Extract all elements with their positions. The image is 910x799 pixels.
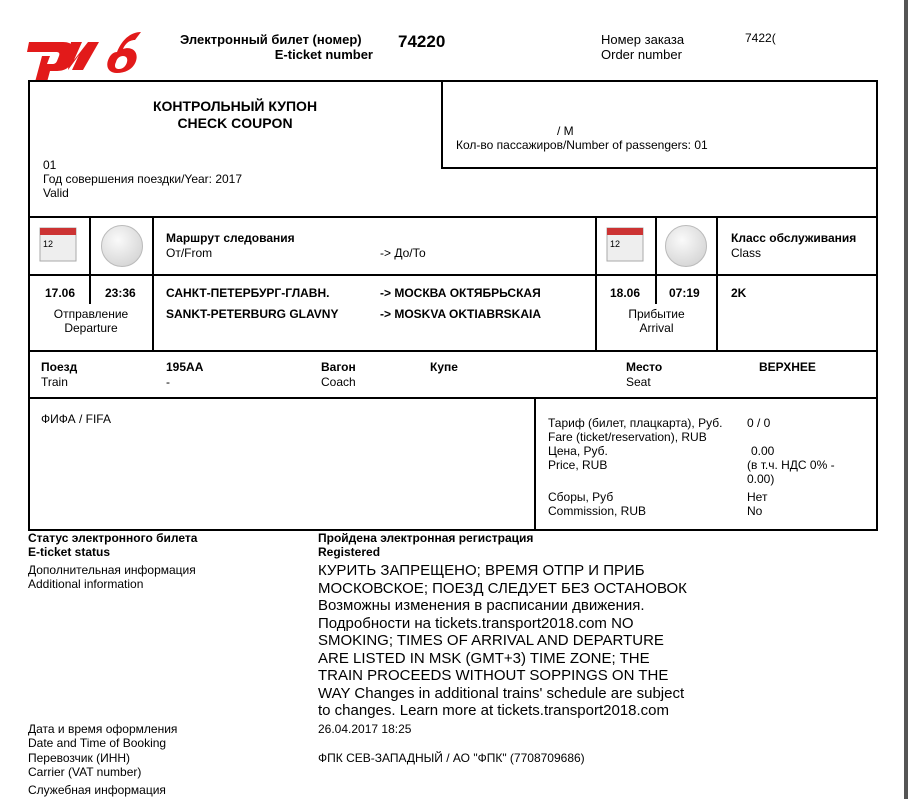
fees-label-en: Commission, RUB <box>548 504 647 518</box>
coach-label-en: Coach <box>321 375 356 389</box>
status-value-en: Registered <box>318 545 381 559</box>
rzd-logo <box>27 32 141 82</box>
additional-line: WAY Changes in additional trains' schedu… <box>318 684 685 702</box>
additional-line: to changes. Learn more at tickets.transp… <box>318 702 670 719</box>
scrollbar[interactable] <box>904 0 908 799</box>
svg-text:12: 12 <box>43 239 53 249</box>
price-value: 0.00 <box>751 444 775 458</box>
to-station-en: -> MOSKVA OKTIABRSKAIA <box>380 307 542 321</box>
vat-line-2: 0.00) <box>747 472 775 486</box>
train-number: 195AA <box>166 360 204 374</box>
additional-line: Подробности на tickets.transport2018.com… <box>318 614 634 632</box>
coupon-title-en: CHECK COUPON <box>177 115 293 131</box>
price-label-ru: Цена, Руб. <box>548 444 608 458</box>
passenger-code: 01 <box>43 158 57 172</box>
order-label-en: Order number <box>601 47 682 62</box>
class-value: 2K <box>731 286 747 300</box>
departure-label-ru: Отправление <box>53 307 129 321</box>
clock-icon <box>101 225 143 267</box>
train-label-en: Train <box>41 375 68 389</box>
from-station-ru: САНКТ-ПЕТЕРБУРГ-ГЛАВН. <box>166 286 330 300</box>
service-info-label: Служебная информация <box>28 783 166 797</box>
validity: Valid <box>43 186 69 200</box>
to-station-ru: -> МОСКВА ОКТЯБРЬСКАЯ <box>380 286 541 300</box>
eticket-label-en: E-ticket number <box>274 47 373 62</box>
clock-icon <box>665 225 707 267</box>
additional-line: Возможны изменения в расписании движения… <box>318 597 645 614</box>
passenger-count: Кол-во пассажиров/Number of passengers: … <box>456 138 708 152</box>
additional-info: КУРИТЬ ЗАПРЕЩЕНО; ВРЕМЯ ОТПР И ПРИБ МОСК… <box>318 562 687 720</box>
status-value-ru: Пройдена электронная регистрация <box>318 531 534 545</box>
eticket-label-ru: Электронный билет (номер) <box>180 32 362 47</box>
tariff-label-en: Fare (ticket/reservation), RUB <box>548 430 707 444</box>
eticket-number: 74220 <box>398 32 446 51</box>
seat-label-ru: Место <box>626 360 663 374</box>
carrier-label-en: Carrier (VAT number) <box>28 765 142 779</box>
additional-line: SMOKING; TIMES OF ARRIVAL AND DEPARTURE <box>318 632 664 649</box>
from-station-en: SANKT-PETERBURG GLAVNY <box>166 307 339 321</box>
arrival-label-en: Arrival <box>639 321 674 335</box>
vat-line-1: (в т.ч. НДС 0% - <box>747 458 835 472</box>
additional-line: ARE LISTED IN MSK (GMT+3) TIME ZONE; THE <box>318 649 650 667</box>
calendar-icon: 12 <box>606 227 644 262</box>
carrier-label-ru: Перевозчик (ИНН) <box>28 751 131 765</box>
gender: / M <box>557 124 574 138</box>
additional-line: TRAIN PROCEEDS WITHOUT SOPPINGS ON THE <box>318 667 669 684</box>
booking-label-ru: Дата и время оформления <box>28 722 178 736</box>
arrival-date: 18.06 <box>610 286 641 300</box>
price-label-en: Price, RUB <box>548 458 608 472</box>
additional-line: МОСКОВСКОЕ; ПОЕЗД СЛЕДУЕТ БЕЗ ОСТАНОВОК <box>318 579 687 597</box>
seat-label-en: Seat <box>626 375 651 389</box>
additional-label-en: Additional information <box>28 577 144 591</box>
fees-label-ru: Сборы, Руб <box>548 490 614 504</box>
arrival-label-ru: Прибытие <box>628 307 685 321</box>
event-label: ФИФА / FIFA <box>41 412 111 426</box>
tariff-value: 0 / 0 <box>747 416 771 430</box>
departure-time: 23:36 <box>105 286 136 300</box>
order-number: 7422( <box>745 31 776 45</box>
tariff-label-ru: Тариф (билет, плацкарта), Руб. <box>548 416 723 430</box>
coupon-title-ru: КОНТРОЛЬНЫЙ КУПОН <box>152 98 318 114</box>
coach-label-ru: Вагон <box>321 360 356 374</box>
calendar-icon: 12 <box>39 227 77 262</box>
additional-label-ru: Дополнительная информация <box>28 563 196 577</box>
train-label-ru: Поезд <box>41 360 78 374</box>
status-label-ru: Статус электронного билета <box>28 531 198 545</box>
to-label: -> До/То <box>380 246 426 260</box>
svg-text:12: 12 <box>610 239 620 249</box>
booking-value: 26.04.2017 18:25 <box>318 722 412 736</box>
fees-value-ru: Нет <box>747 490 768 504</box>
trip-year: Год совершения поездки/Year: 2017 <box>43 172 243 186</box>
class-label-ru: Класс обслуживания <box>731 231 857 245</box>
departure-label-en: Departure <box>64 321 118 335</box>
coach-type: Купе <box>430 360 458 374</box>
arrival-time: 07:19 <box>669 286 700 300</box>
from-label: От/From <box>166 246 213 260</box>
fare-box <box>28 397 878 531</box>
train-sub: - <box>166 375 170 389</box>
passenger-box <box>441 80 878 169</box>
carrier-value: ФПК СЕВ-ЗАПАДНЫЙ / АО "ФПК" (7708709686) <box>318 751 585 765</box>
fees-value-en: No <box>747 504 763 518</box>
status-label-en: E-ticket status <box>28 545 111 559</box>
departure-date: 17.06 <box>45 286 76 300</box>
route-label: Маршрут следования <box>166 231 295 245</box>
additional-line: КУРИТЬ ЗАПРЕЩЕНО; ВРЕМЯ ОТПР И ПРИБ <box>318 562 645 579</box>
class-label-en: Class <box>731 246 762 260</box>
order-label-ru: Номер заказа <box>601 32 685 47</box>
booking-label-en: Date and Time of Booking <box>28 736 167 750</box>
seat-value: ВЕРХНЕЕ <box>759 360 816 374</box>
train-box <box>28 350 878 399</box>
